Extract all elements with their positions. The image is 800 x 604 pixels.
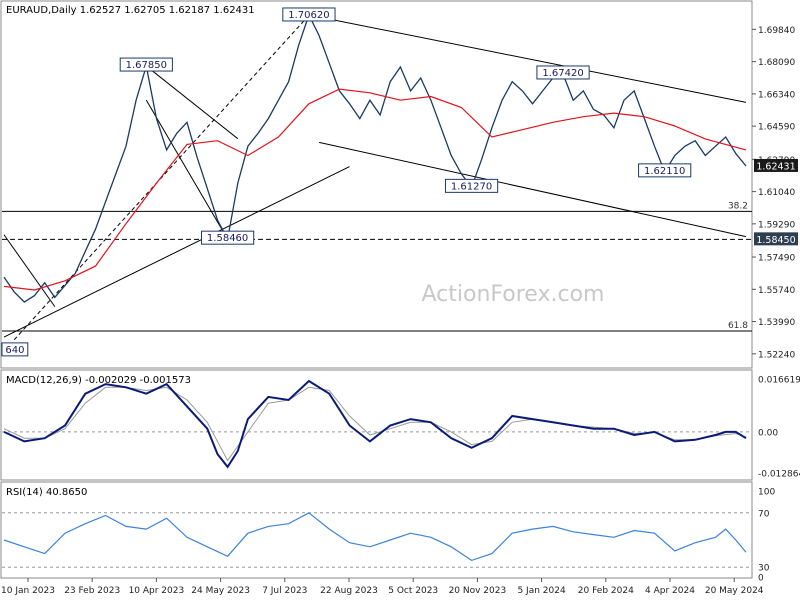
x-tick-label: 10 Jan 2023 — [1, 586, 55, 596]
fib-label: 61.8 — [728, 321, 748, 331]
macd-panel-frame — [0, 369, 753, 481]
price-tick-label: 1.66340 — [758, 90, 795, 100]
price-callout-box — [119, 57, 173, 72]
fib-label: 38.2 — [728, 201, 748, 211]
rsi-panel-frame — [0, 481, 753, 579]
x-tick-label: 20 Feb 2024 — [578, 586, 634, 596]
x-tick-label: 10 Apr 2023 — [129, 586, 185, 596]
price-tick-label: 1.61040 — [758, 188, 795, 198]
price-callout: 1.67420 — [542, 68, 583, 79]
x-tick-label: 22 Aug 2023 — [320, 586, 378, 596]
price-callout-box — [282, 7, 336, 22]
price-tick-label: 1.68090 — [758, 58, 795, 68]
rsi-tick-label: 100 — [758, 488, 775, 498]
trendline — [318, 141, 747, 238]
x-tick-label: 20 Nov 2023 — [449, 586, 507, 596]
x-tick-label: 23 Feb 2023 — [64, 586, 120, 596]
x-tick-label: 24 May 2023 — [191, 586, 250, 596]
rsi-tick-label: 70 — [758, 509, 770, 519]
moving-average-line — [3, 88, 747, 291]
rsi-tick-label: 30 — [758, 564, 770, 574]
macd-signal-line — [3, 386, 747, 462]
price-callout-box — [1, 342, 29, 357]
price-tick-label: 1.55740 — [758, 286, 795, 296]
price-callout-box — [638, 163, 692, 178]
rsi-tick-label: 0 — [758, 574, 764, 584]
last-price-tag — [754, 158, 798, 172]
trendline — [308, 14, 747, 103]
price-callout: 640 — [5, 345, 24, 356]
price-callout-box — [536, 65, 590, 80]
x-tick-label: 5 Oct 2023 — [388, 586, 438, 596]
last-price-label: 1.62431 — [756, 161, 795, 172]
price-tick-label: 1.52240 — [758, 350, 795, 360]
trendline — [145, 99, 229, 240]
macd-tick-label: -0.012864 — [758, 469, 800, 479]
price-tick-label: 1.57490 — [758, 254, 795, 264]
price-callout: 1.61270 — [451, 181, 492, 192]
macd-tick-label: 0.016619 — [758, 375, 800, 385]
price-line — [3, 13, 747, 303]
x-tick-label: 4 Apr 2024 — [645, 586, 695, 596]
price-header: EURAUD,Daily 1.62527 1.62705 1.62187 1.6… — [6, 5, 255, 16]
trendline — [3, 234, 56, 307]
price-callout-box — [201, 230, 255, 245]
level-tag — [754, 232, 798, 246]
price-tick-label: 1.64590 — [758, 123, 795, 133]
price-panel-frame — [0, 0, 753, 369]
watermark: ActionForex.com — [422, 282, 605, 307]
price-callout: 1.62110 — [644, 166, 685, 177]
macd-header: MACD(12,26,9) -0.002029 -0.001573 — [6, 375, 191, 386]
price-callout: 1.58460 — [207, 233, 248, 244]
x-tick-label: 20 May 2024 — [705, 586, 764, 596]
price-tick-label: 1.59290 — [758, 220, 795, 230]
rsi-header: RSI(14) 40.8650 — [6, 487, 87, 498]
x-tick-label: 5 Jan 2024 — [517, 586, 565, 596]
price-tick-label: 1.69840 — [758, 26, 795, 36]
trendline — [3, 166, 350, 338]
price-callout-box — [444, 178, 499, 193]
price-tick-label: 1.53990 — [758, 318, 795, 328]
x-tick-label: 7 Jul 2023 — [262, 586, 307, 596]
rsi-line — [3, 512, 747, 562]
level-label: 1.58450 — [756, 235, 795, 246]
macd-line — [3, 379, 747, 469]
macd-tick-label: 0.00 — [758, 428, 778, 438]
price-callout: 1.67850 — [126, 60, 167, 71]
price-callout: 1.70620 — [288, 10, 329, 21]
trendline — [145, 65, 239, 140]
